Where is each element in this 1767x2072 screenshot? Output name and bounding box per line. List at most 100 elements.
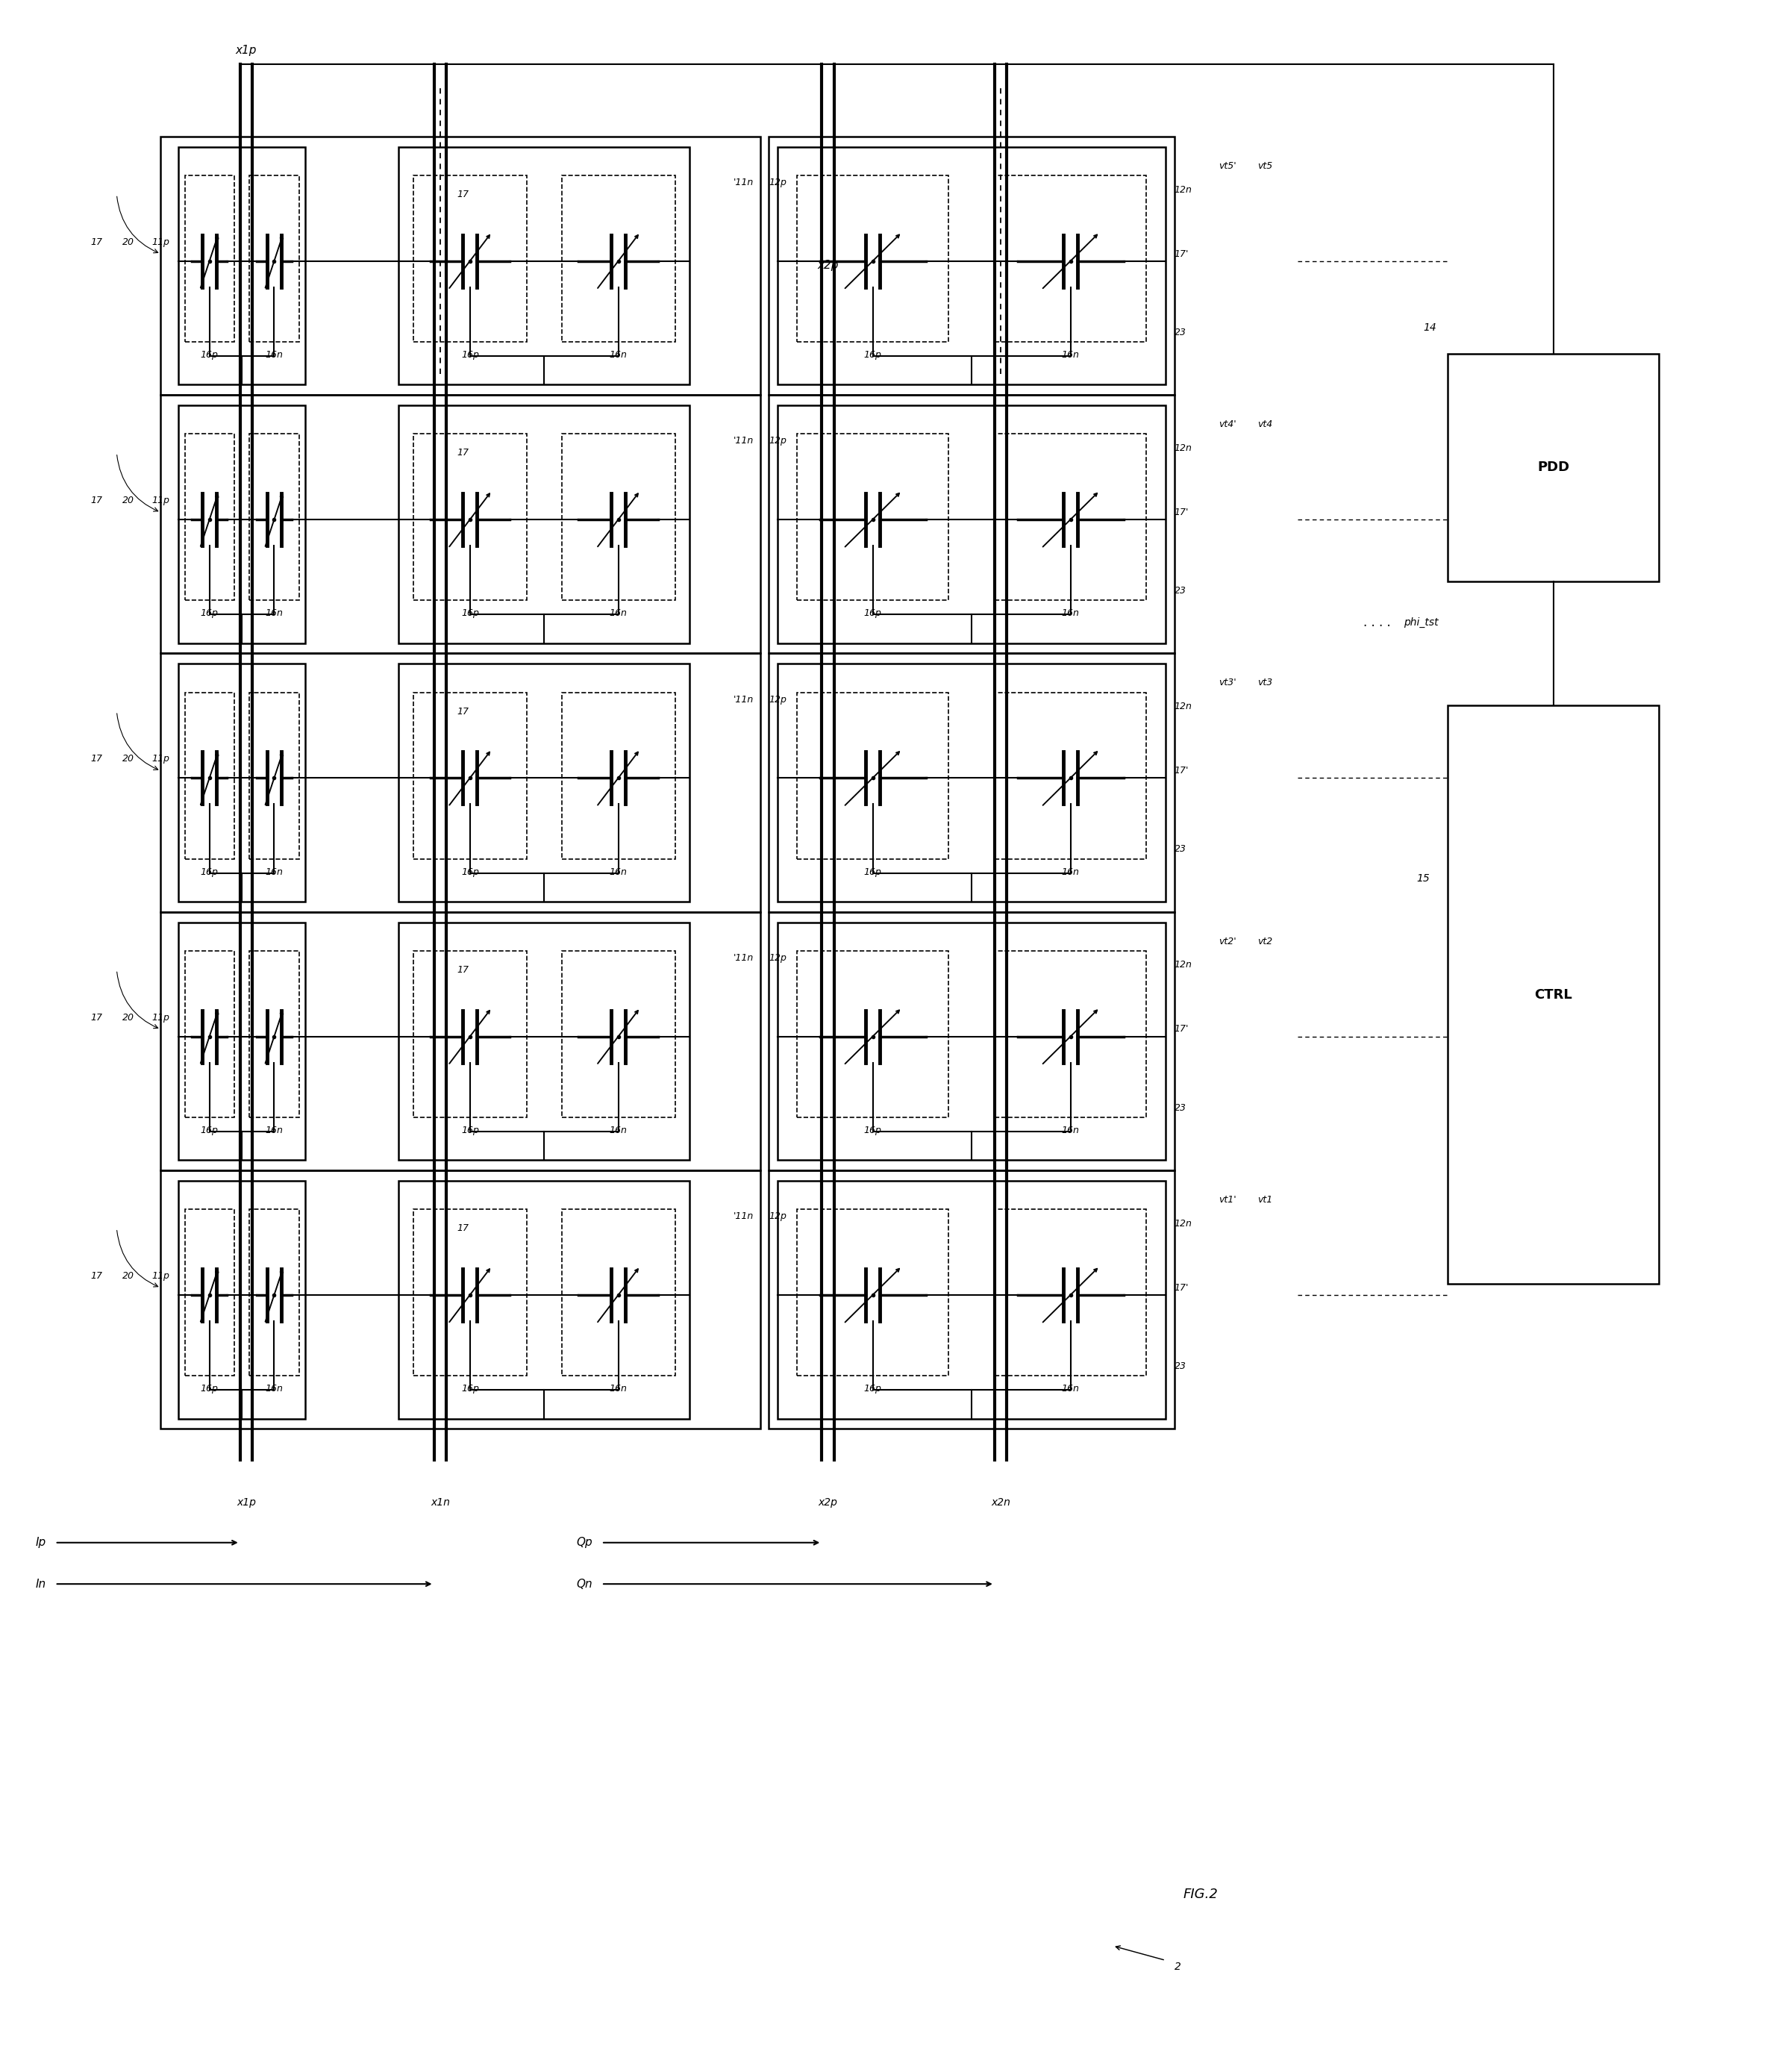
Bar	[1447, 354, 1659, 580]
Bar	[413, 176, 527, 342]
Bar	[399, 1181, 689, 1419]
Text: '11n: '11n	[733, 1212, 755, 1220]
Text: 17: 17	[458, 448, 468, 458]
Text: Qp: Qp	[576, 1537, 592, 1548]
Bar	[249, 1210, 299, 1376]
Bar	[562, 951, 675, 1117]
Text: 16p: 16p	[461, 609, 479, 617]
Text: 12n: 12n	[1175, 184, 1193, 195]
Text: x1n: x1n	[431, 1498, 451, 1508]
Text: vt5': vt5'	[1219, 162, 1237, 170]
Bar	[797, 176, 949, 342]
Text: x2p: x2p	[818, 1498, 838, 1508]
Text: vt3': vt3'	[1219, 678, 1237, 688]
Bar	[178, 663, 306, 901]
Bar	[161, 137, 760, 396]
Text: 11p: 11p	[152, 495, 170, 506]
Text: vt5: vt5	[1258, 162, 1272, 170]
Text: 17: 17	[90, 754, 102, 765]
Text: 16p: 16p	[864, 1384, 882, 1394]
Bar	[161, 653, 760, 912]
Text: '11n: '11n	[733, 435, 755, 445]
Bar	[562, 1210, 675, 1376]
Text: 16n: 16n	[1062, 350, 1080, 361]
Text: x1p: x1p	[237, 1498, 256, 1508]
Text: PDD: PDD	[1537, 460, 1569, 474]
Text: 17: 17	[458, 966, 468, 974]
Text: 16n: 16n	[265, 866, 283, 876]
Bar	[186, 951, 235, 1117]
Text: 17': 17'	[1175, 249, 1189, 259]
Text: 12p: 12p	[769, 694, 786, 704]
Bar	[797, 433, 949, 601]
Text: vt3: vt3	[1258, 678, 1272, 688]
Text: CTRL: CTRL	[1534, 988, 1573, 1001]
Text: 12n: 12n	[1175, 702, 1193, 711]
Text: x2n: x2n	[991, 1498, 1011, 1508]
Text: 15: 15	[1417, 874, 1430, 885]
Text: 16n: 16n	[1062, 1125, 1080, 1135]
Text: 20: 20	[122, 236, 134, 247]
Text: 12n: 12n	[1175, 1218, 1193, 1229]
Text: 16p: 16p	[864, 609, 882, 617]
Bar	[777, 1181, 1166, 1419]
Text: 17': 17'	[1175, 508, 1189, 518]
Text: 16p: 16p	[461, 866, 479, 876]
Text: 17: 17	[90, 495, 102, 506]
Bar	[562, 692, 675, 858]
Text: 16p: 16p	[200, 350, 219, 361]
Bar	[161, 1171, 760, 1430]
Bar	[769, 912, 1175, 1171]
Bar	[178, 922, 306, 1160]
Text: 16p: 16p	[864, 350, 882, 361]
Text: vt1': vt1'	[1219, 1196, 1237, 1204]
Bar	[399, 922, 689, 1160]
Bar	[777, 406, 1166, 642]
Text: 20: 20	[122, 754, 134, 765]
Bar	[249, 433, 299, 601]
Text: 20: 20	[122, 495, 134, 506]
Bar	[399, 663, 689, 901]
Text: 20: 20	[122, 1013, 134, 1021]
Bar	[161, 912, 760, 1171]
Text: 17: 17	[458, 1222, 468, 1233]
Bar	[186, 692, 235, 858]
Text: 23: 23	[1175, 845, 1186, 854]
Text: 16p: 16p	[864, 866, 882, 876]
Text: 2: 2	[1175, 1962, 1180, 1973]
Text: 16n: 16n	[265, 350, 283, 361]
Text: . . . .: . . . .	[1364, 615, 1391, 630]
Text: 16n: 16n	[610, 866, 627, 876]
Text: 12p: 12p	[769, 1212, 786, 1220]
Text: 23: 23	[1175, 327, 1186, 338]
Text: FIG.2: FIG.2	[1184, 1888, 1217, 1900]
Bar	[797, 1210, 949, 1376]
Text: '11n: '11n	[733, 178, 755, 186]
Text: x2p: x2p	[818, 259, 839, 271]
Bar	[186, 176, 235, 342]
Text: 16n: 16n	[610, 609, 627, 617]
Text: vt2': vt2'	[1219, 937, 1237, 947]
Bar	[1447, 704, 1659, 1285]
Bar	[399, 147, 689, 385]
Bar	[995, 951, 1147, 1117]
Text: 12p: 12p	[769, 435, 786, 445]
Text: x1p: x1p	[235, 46, 256, 56]
Text: 16p: 16p	[200, 866, 219, 876]
Text: 17': 17'	[1175, 767, 1189, 775]
Bar	[995, 1210, 1147, 1376]
Text: 11p: 11p	[152, 236, 170, 247]
Text: vt2: vt2	[1258, 937, 1272, 947]
Text: 17': 17'	[1175, 1024, 1189, 1034]
Bar	[777, 663, 1166, 901]
Bar	[178, 147, 306, 385]
Text: 16p: 16p	[200, 1384, 219, 1394]
Text: 16n: 16n	[610, 350, 627, 361]
Bar	[797, 692, 949, 858]
Text: 17: 17	[458, 189, 468, 199]
Bar	[413, 951, 527, 1117]
Text: 16p: 16p	[461, 350, 479, 361]
Text: 16p: 16p	[461, 1125, 479, 1135]
Bar	[399, 406, 689, 642]
Text: 17: 17	[90, 1270, 102, 1280]
